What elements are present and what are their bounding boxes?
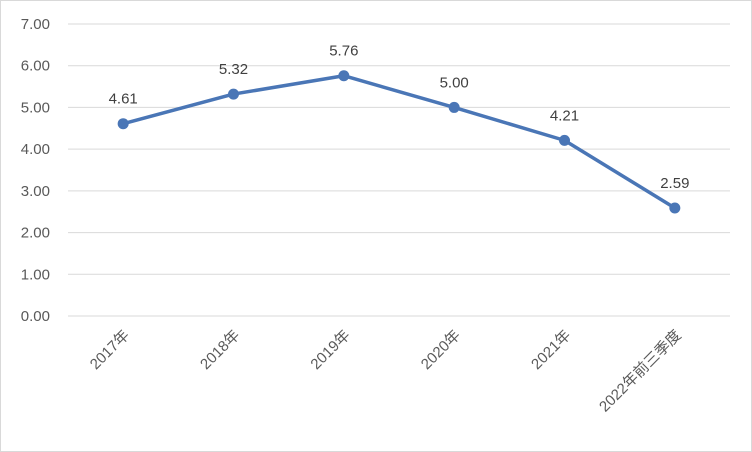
y-tick-label: 2.00 xyxy=(21,225,50,242)
data-point xyxy=(559,134,570,146)
series-line xyxy=(121,73,677,210)
y-axis-tick-labels: 0.00 1.00 2.00 3.00 4.00 5.00 6.00 7.00 xyxy=(21,16,50,325)
data-point xyxy=(117,118,129,130)
y-tick-label: 1.00 xyxy=(21,266,50,283)
x-tick-label: 2019年 xyxy=(307,327,353,373)
data-label: 2.59 xyxy=(660,175,689,192)
y-tick-label: 3.00 xyxy=(21,183,50,200)
y-tick-label: 6.00 xyxy=(21,58,50,75)
x-tick-label: 2017年 xyxy=(87,327,133,373)
y-tick-label: 0.00 xyxy=(21,308,50,325)
y-tick-label: 5.00 xyxy=(21,99,50,116)
data-point xyxy=(669,202,681,214)
data-point xyxy=(228,88,239,100)
series-group xyxy=(117,70,681,214)
data-labels: 4.61 5.32 5.76 5.00 4.21 2.59 xyxy=(109,43,690,192)
x-tick-label: 2018年 xyxy=(197,327,243,373)
x-tick-label: 2022年前三季度 xyxy=(596,327,685,416)
x-axis-tick-labels: 2017年 2018年 2019年 2020年 2021年 2022年前三季度 xyxy=(87,327,685,416)
x-tick-label: 2020年 xyxy=(418,327,464,373)
data-point xyxy=(338,70,350,82)
data-label: 5.00 xyxy=(440,74,469,91)
y-tick-label: 7.00 xyxy=(21,16,50,33)
data-label: 4.21 xyxy=(550,107,579,124)
data-label: 5.76 xyxy=(329,43,358,60)
x-tick-label: 2021年 xyxy=(528,327,574,373)
data-label: 5.32 xyxy=(219,61,248,78)
gridlines xyxy=(68,23,730,317)
data-point xyxy=(448,101,460,113)
data-label: 4.61 xyxy=(109,91,138,108)
y-tick-label: 4.00 xyxy=(21,141,50,158)
